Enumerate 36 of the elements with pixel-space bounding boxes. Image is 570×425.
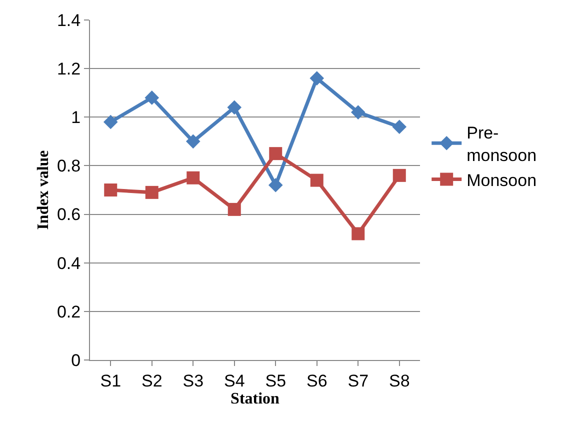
y-axis-title: Index value xyxy=(34,150,52,230)
x-tick-label: S7 xyxy=(348,371,369,390)
point xyxy=(310,71,324,86)
point xyxy=(350,105,366,120)
y-tick-label: 0 xyxy=(71,350,81,370)
y-tick-label: 1 xyxy=(71,108,81,128)
point xyxy=(186,171,200,184)
point xyxy=(352,227,365,240)
point xyxy=(228,202,241,216)
x-tick-label: S8 xyxy=(388,371,410,390)
x-tick-label: S1 xyxy=(100,371,122,390)
point xyxy=(268,178,283,192)
point xyxy=(310,174,324,187)
x-tick-label: S5 xyxy=(265,371,286,390)
y-tick-label: 1.4 xyxy=(56,10,81,30)
point xyxy=(145,186,158,199)
point xyxy=(104,184,118,196)
y-tick-label: 0.8 xyxy=(56,156,81,176)
legend-label: Pre-monsoon xyxy=(466,124,537,165)
point xyxy=(227,100,242,115)
point xyxy=(392,168,406,182)
y-tick-label: 0.6 xyxy=(56,205,81,224)
x-axis-title: Station xyxy=(230,390,280,408)
point xyxy=(144,90,160,105)
y-tick-label: 0.2 xyxy=(56,302,81,322)
legend-label: Monsoon xyxy=(466,170,537,190)
y-tick-label: 1.2 xyxy=(56,60,81,79)
x-tick-label: S3 xyxy=(182,371,204,390)
point xyxy=(186,134,200,149)
x-tick-label: S6 xyxy=(306,371,328,390)
point xyxy=(269,147,282,160)
point xyxy=(103,114,118,130)
point xyxy=(392,120,407,134)
x-tick-label: S4 xyxy=(224,371,245,390)
y-tick-label: 0.4 xyxy=(56,254,81,273)
x-tick-label: S2 xyxy=(141,371,162,390)
